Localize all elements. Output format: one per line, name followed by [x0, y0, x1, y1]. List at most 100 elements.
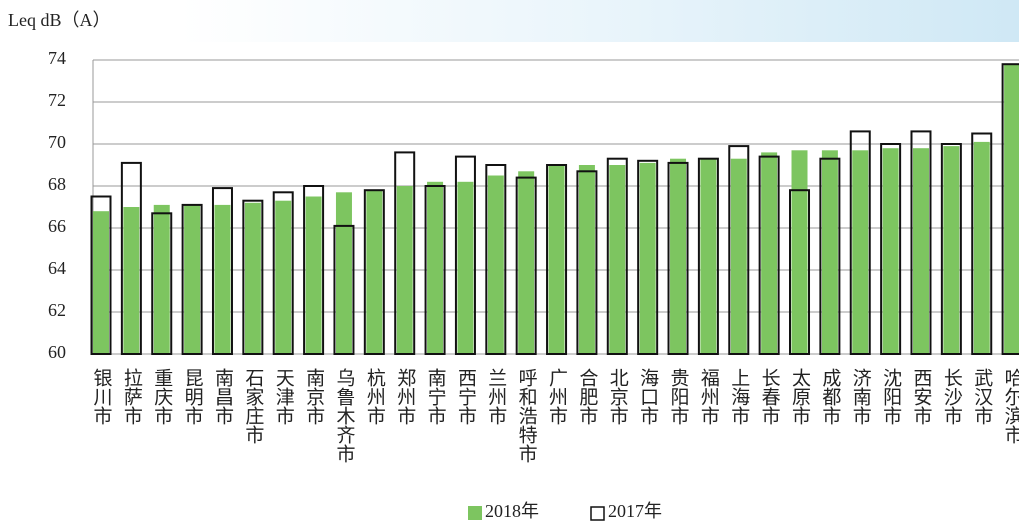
x-tick-label: 乌鲁木齐市: [333, 368, 355, 463]
bar-2018: [670, 158, 687, 354]
x-tick-label: 济南市: [850, 368, 872, 425]
bar-2018: [153, 204, 170, 354]
bar-2018: [852, 150, 869, 354]
bar-2017: [849, 130, 871, 355]
legend-label: 2017年: [608, 501, 662, 521]
y-tick-label: 64: [48, 258, 66, 278]
bar-2017: [363, 189, 385, 355]
x-tick-label: 郑州市: [394, 368, 416, 425]
bar-2017: [940, 143, 962, 355]
x-tick-label: 贵阳市: [668, 368, 690, 425]
bar-2018: [275, 200, 292, 354]
y-tick-label: 72: [48, 90, 66, 110]
bar-2018: [487, 175, 504, 354]
bar-2018: [335, 192, 352, 354]
x-tick-label: 石家庄市: [242, 368, 264, 444]
x-tick-label: 西安市: [910, 368, 932, 425]
bar-2018: [184, 204, 201, 354]
bar-2017: [181, 203, 203, 355]
x-tick-label: 杭州市: [364, 368, 386, 425]
bar-2018: [700, 158, 717, 354]
y-tick-label: 70: [48, 132, 66, 152]
bar-2018: [214, 204, 231, 354]
y-tick-label: 66: [48, 216, 66, 236]
bar-2017: [667, 161, 689, 355]
bar-2017: [546, 164, 568, 355]
x-tick-label: 成都市: [819, 368, 841, 425]
x-tick-label: 拉萨市: [121, 368, 143, 425]
bar-2018: [791, 150, 808, 354]
bar-2018: [548, 165, 565, 354]
x-tick-label: 昆明市: [182, 368, 204, 425]
x-tick-label: 哈尔滨市: [1002, 368, 1019, 444]
y-tick-label: 74: [48, 48, 66, 68]
bar-2017: [242, 199, 264, 355]
x-tick-label: 重庆市: [151, 368, 173, 425]
x-tick-label: 西宁市: [455, 368, 477, 425]
bar-2018: [639, 162, 656, 354]
x-tick-label: 呼和浩特市: [516, 368, 538, 463]
x-tick-label: 长沙市: [941, 368, 963, 425]
bar-2017: [697, 157, 719, 355]
bar-2018: [730, 158, 747, 354]
bar-2017: [758, 155, 780, 355]
x-tick-label: 广州市: [546, 368, 568, 425]
bar-2017: [303, 185, 325, 355]
bar-2017: [272, 191, 294, 355]
legend-swatch: [590, 506, 605, 521]
bar-2017: [971, 132, 993, 355]
bar-2018: [578, 165, 595, 354]
bar-2017: [880, 143, 902, 355]
x-tick-label: 北京市: [607, 368, 629, 425]
bar-2017: [211, 187, 233, 355]
x-tick-label: 太原市: [789, 368, 811, 425]
header-band: [180, 0, 1019, 42]
bar-2017: [151, 212, 173, 355]
x-tick-label: 天津市: [273, 368, 295, 425]
bar-2018: [1004, 64, 1019, 354]
bar-2018: [943, 146, 960, 354]
x-tick-label: 沈阳市: [880, 368, 902, 425]
bar-2017: [515, 176, 537, 355]
bar-2017: [485, 164, 507, 355]
bar-2018: [912, 148, 929, 354]
bar-2017: [910, 130, 932, 355]
x-tick-label: 上海市: [728, 368, 750, 425]
bar-2017: [454, 155, 476, 355]
bar-2018: [821, 150, 838, 354]
x-tick-label: 兰州市: [485, 368, 507, 425]
bar-2018: [973, 141, 990, 354]
bar-2017: [606, 157, 628, 355]
bar-2017: [90, 195, 112, 355]
bar-2018: [244, 202, 261, 354]
bar-2018: [427, 181, 444, 354]
bar-2017: [394, 151, 416, 355]
x-tick-label: 南昌市: [212, 368, 234, 425]
x-tick-label: 南宁市: [425, 368, 447, 425]
x-tick-label: 武汉市: [971, 368, 993, 425]
bar-2017: [424, 185, 446, 355]
y-tick-label: 62: [48, 300, 66, 320]
bar-2018: [457, 181, 474, 354]
x-tick-label: 长春市: [759, 368, 781, 425]
bar-2018: [882, 148, 899, 354]
bar-2018: [366, 190, 383, 354]
bar-2018: [761, 152, 778, 354]
bar-2017: [789, 189, 811, 355]
y-axis-label: Leq dB（A）: [8, 10, 111, 30]
bar-2017: [576, 170, 598, 355]
bar-2017: [333, 224, 355, 355]
legend-label: 2018年: [485, 501, 539, 521]
bar-2017: [728, 145, 750, 355]
bar-2017: [1001, 63, 1019, 355]
bar-2018: [93, 211, 109, 354]
legend-swatch: [468, 506, 482, 520]
y-tick-label: 60: [48, 342, 66, 362]
x-tick-label: 福州市: [698, 368, 720, 425]
x-tick-label: 海口市: [637, 368, 659, 425]
x-tick-label: 合肥市: [576, 368, 598, 425]
bar-2018: [305, 196, 322, 354]
bar-2017: [637, 159, 659, 355]
